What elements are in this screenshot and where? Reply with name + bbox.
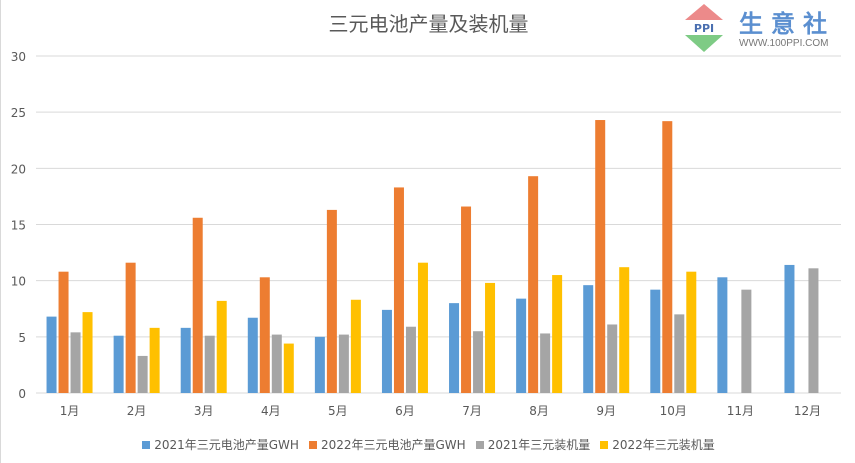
bar-4-1 — [82, 312, 93, 393]
legend-swatch — [308, 441, 317, 449]
ppi-logo: PPI — [685, 4, 723, 52]
bar-2-9 — [595, 120, 606, 393]
logo-mark: PPI — [694, 22, 714, 35]
bar-2-5 — [326, 209, 337, 393]
bar-4-3 — [216, 300, 227, 393]
legend-swatch — [600, 441, 609, 449]
bar-4-10 — [686, 271, 697, 393]
bar-3-6 — [405, 326, 416, 393]
logo-url: WWW.100PPI.COM — [739, 38, 829, 49]
bar-4-8 — [552, 275, 563, 393]
bar-2-10 — [662, 121, 673, 394]
x-tick-label: 3月 — [194, 404, 214, 418]
x-tick-label: 8月 — [529, 404, 549, 418]
bar-3-11 — [741, 289, 752, 393]
x-tick-label: 9月 — [596, 404, 616, 418]
y-tick-label: 25 — [11, 106, 26, 120]
y-tick-label: 10 — [11, 275, 26, 289]
bar-3-7 — [473, 331, 484, 393]
bar-3-5 — [338, 334, 349, 393]
x-tick-label: 12月 — [794, 404, 821, 418]
bar-3-1 — [70, 332, 81, 393]
legend: 2021年三元电池产量GWH 2022年三元电池产量GWH 2021年三元装机量 20… — [1, 436, 855, 453]
bar-3-8 — [540, 333, 551, 393]
x-tick-label: 4月 — [261, 404, 281, 418]
bar-1-8 — [516, 298, 527, 393]
bar-1-9 — [583, 285, 594, 393]
y-tick-label: 0 — [18, 387, 26, 401]
x-tick-label: 11月 — [727, 404, 754, 418]
legend-label: 2021年三元电池产量GWH — [154, 438, 299, 452]
bar-1-6 — [381, 309, 392, 393]
y-tick-label: 15 — [11, 219, 26, 233]
bar-4-6 — [417, 262, 428, 393]
bar-2-1 — [58, 271, 69, 393]
legend-item: 2022年三元电池产量GWH — [308, 436, 466, 453]
bar-1-11 — [717, 277, 728, 393]
bar-4-2 — [149, 327, 160, 393]
bar-2-2 — [125, 262, 136, 393]
bar-4-4 — [283, 343, 294, 393]
bar-1-4 — [247, 317, 258, 393]
legend-swatch — [142, 441, 151, 449]
legend-label: 2021年三元装机量 — [487, 438, 591, 452]
bar-3-9 — [607, 324, 618, 393]
x-tick-label: 1月 — [60, 404, 80, 418]
chart-title: 三元电池产量及装机量 — [328, 12, 529, 36]
legend-item: 2021年三元装机量 — [475, 436, 591, 453]
y-tick-label: 5 — [18, 331, 26, 345]
logo-name: 生意社 — [739, 10, 835, 38]
bar-1-12 — [784, 264, 795, 393]
bar-3-10 — [674, 314, 685, 393]
bar-1-5 — [314, 336, 325, 393]
bar-2-7 — [461, 206, 472, 393]
bar-2-6 — [393, 187, 404, 393]
bar-4-7 — [485, 282, 496, 393]
y-tick-label: 20 — [11, 162, 26, 176]
bar-1-10 — [650, 289, 661, 393]
bar-1-3 — [180, 327, 191, 393]
bar-4-9 — [619, 267, 630, 393]
y-tick-label: 30 — [11, 50, 26, 64]
x-tick-label: 7月 — [462, 404, 482, 418]
bar-4-5 — [350, 299, 361, 393]
bar-3-2 — [137, 355, 148, 393]
x-tick-label: 6月 — [395, 404, 415, 418]
x-tick-label: 5月 — [328, 404, 348, 418]
legend-label: 2022年三元装机量 — [612, 438, 715, 452]
x-tick-label: 2月 — [127, 404, 147, 418]
bar-3-12 — [808, 268, 819, 393]
bar-1-2 — [113, 335, 124, 393]
bar-1-1 — [46, 316, 57, 393]
bar-3-3 — [204, 335, 215, 393]
bar-1-7 — [449, 303, 460, 393]
bar-2-4 — [259, 277, 270, 393]
legend-item: 2021年三元电池产量GWH — [142, 436, 299, 453]
bar-3-4 — [271, 334, 282, 393]
bar-2-3 — [192, 217, 203, 393]
legend-item: 2022年三元装机量 — [600, 436, 715, 453]
x-tick-label: 10月 — [660, 404, 687, 418]
bar-2-8 — [528, 176, 539, 393]
legend-label: 2022年三元电池产量GWH — [320, 438, 466, 452]
legend-swatch — [475, 441, 484, 449]
